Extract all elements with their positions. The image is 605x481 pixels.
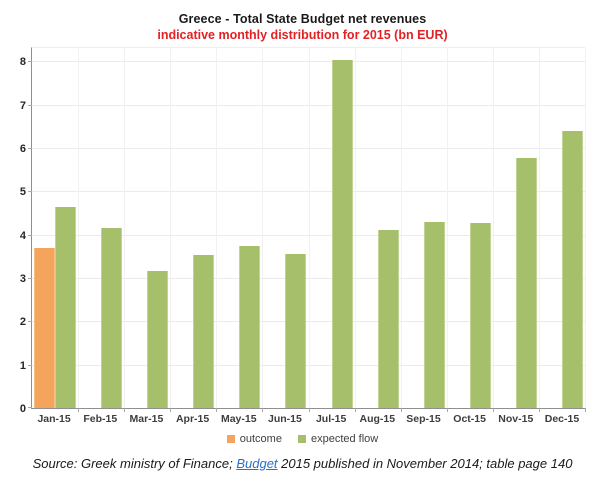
x-tick-6 <box>308 408 310 412</box>
x-tick-11 <box>538 408 540 412</box>
y-axis: 0 1 2 3 4 5 6 7 8 <box>0 47 26 415</box>
y-tick-0 <box>28 407 32 408</box>
bar-expected-flow-sep-15 <box>423 222 445 408</box>
y-axis-label-2: 2 <box>19 316 26 329</box>
x-axis-label-jun-15: Jun-15 <box>268 413 302 425</box>
slot-aug-15 <box>355 48 401 408</box>
y-tick-1 <box>28 364 32 366</box>
x-axis-label-mar-15: Mar-15 <box>129 413 164 425</box>
bars-row <box>32 48 585 408</box>
y-axis-label-0: 0 <box>19 403 26 415</box>
x-axis-label-oct-15: Oct-15 <box>453 413 486 425</box>
legend-item-expected-flow: expected flow <box>297 433 379 445</box>
y-tick-5 <box>28 191 32 193</box>
bar-expected-flow-jun-15 <box>285 254 307 408</box>
bar-expected-flow-feb-15 <box>101 228 123 408</box>
bar-expected-flow-oct-15 <box>469 223 491 408</box>
legend: outcome expected flow <box>0 433 605 445</box>
x-axis-label-may-15: May-15 <box>220 413 257 425</box>
slot-may-15 <box>216 48 262 408</box>
gridline-x-7 <box>354 48 356 408</box>
x-tick-1 <box>78 408 80 412</box>
x-tick-4 <box>216 408 218 412</box>
gridline-x-9 <box>446 48 448 408</box>
gridline-x-11 <box>538 48 540 408</box>
y-axis-label-1: 1 <box>19 359 26 372</box>
x-tick-7 <box>354 408 356 412</box>
slot-apr-15 <box>170 48 216 408</box>
y-axis-label-6: 6 <box>19 142 26 155</box>
plot-area <box>28 47 586 412</box>
bar-expected-flow-jan-15 <box>55 207 77 408</box>
x-axis-label-aug-15: Aug-15 <box>359 413 396 425</box>
gridline-x-2 <box>124 48 126 408</box>
gridline-x-1 <box>78 48 80 408</box>
slot-mar-15 <box>124 48 170 408</box>
x-tick-10 <box>492 408 494 412</box>
gridline-x-4 <box>216 48 218 408</box>
chart-title: Greece - Total State Budget net revenues <box>178 12 427 26</box>
x-axis-label-feb-15: Feb-15 <box>83 413 118 425</box>
source-text-prefix: Source: Greek ministry of Finance; <box>32 456 237 471</box>
y-tick-6 <box>28 147 32 149</box>
gridline-x-6 <box>308 48 310 408</box>
source-line: Source: Greek ministry of Finance; Budge… <box>0 456 605 471</box>
x-tick-9 <box>446 408 448 412</box>
gridline-x-3 <box>170 48 172 408</box>
bar-expected-flow-may-15 <box>239 246 261 408</box>
y-tick-8 <box>28 61 32 63</box>
x-axis-label-jan-15: Jan-15 <box>37 413 71 425</box>
chart-subtitle: indicative monthly distribution for 2015… <box>157 28 448 42</box>
outcome-swatch-icon <box>226 435 235 443</box>
x-axis-label-apr-15: Apr-15 <box>175 413 210 425</box>
legend-label-expected-flow: expected flow <box>310 433 379 445</box>
legend-label-outcome: outcome <box>239 433 282 445</box>
slot-jan-15 <box>32 48 78 408</box>
y-axis-label-5: 5 <box>19 186 26 199</box>
x-axis: Jan-15 Feb-15 Mar-15 Apr-15 May-15 Jun-15 Jul-… <box>31 413 585 425</box>
y-tick-4 <box>28 234 32 236</box>
y-axis-label-8: 8 <box>19 56 26 69</box>
slot-oct-15 <box>447 48 493 408</box>
bar-expected-flow-apr-15 <box>193 255 215 408</box>
slot-feb-15 <box>78 48 124 408</box>
bar-expected-flow-nov-15 <box>515 158 537 408</box>
bar-expected-flow-mar-15 <box>147 271 169 408</box>
x-tick-8 <box>400 408 402 412</box>
gridline-x-12 <box>585 48 586 408</box>
x-tick-5 <box>262 408 264 412</box>
slot-dec-15 <box>539 48 585 408</box>
source-text-suffix: 2015 published in November 2014; table p… <box>277 456 573 471</box>
x-tick-3 <box>170 408 172 412</box>
x-axis-label-jul-15: Jul-15 <box>315 413 347 425</box>
y-tick-7 <box>28 104 32 106</box>
slot-sep-15 <box>401 48 447 408</box>
gridline-x-8 <box>400 48 402 408</box>
x-tick-12 <box>585 408 586 412</box>
x-axis-label-dec-15: Dec-15 <box>544 413 580 425</box>
slot-nov-15 <box>493 48 539 408</box>
bar-expected-flow-aug-15 <box>377 230 399 408</box>
y-tick-2 <box>28 321 32 323</box>
y-axis-label-3: 3 <box>19 272 26 285</box>
y-tick-3 <box>28 277 32 279</box>
bar-outcome-jan-15 <box>34 248 56 408</box>
x-axis-label-nov-15: Nov-15 <box>498 413 534 425</box>
bar-expected-flow-jul-15 <box>331 60 353 408</box>
legend-item-outcome: outcome <box>226 433 282 445</box>
budget-link[interactable]: Budget <box>236 456 278 471</box>
x-axis-label-sep-15: Sep-15 <box>406 413 441 425</box>
y-axis-label-7: 7 <box>19 99 26 112</box>
gridline-x-10 <box>492 48 494 408</box>
bar-expected-flow-dec-15 <box>561 131 583 408</box>
gridline-x-5 <box>262 48 264 408</box>
slot-jun-15 <box>262 48 308 408</box>
y-axis-label-4: 4 <box>19 229 26 242</box>
expected-flow-swatch-icon <box>297 435 306 443</box>
x-tick-2 <box>124 408 126 412</box>
slot-jul-15 <box>308 48 354 408</box>
